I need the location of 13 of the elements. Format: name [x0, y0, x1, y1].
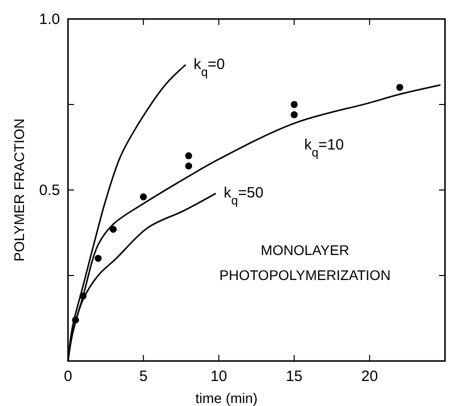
- x-tick-label: 5: [139, 368, 148, 385]
- x-tick-label: 20: [361, 368, 378, 385]
- x-tick-label: 10: [210, 368, 228, 385]
- x-tick-label: 15: [286, 368, 303, 385]
- y-tick-label: 1.0: [39, 11, 60, 28]
- x-tick-label: 0: [64, 368, 72, 385]
- y-tick-label: 0.5: [39, 182, 60, 199]
- series-label: k$_{q}$=50: [224, 184, 264, 208]
- annotation: MONOLAYER PHOTOPOLYMERIZATION: [219, 242, 391, 283]
- series-label: k$_{q}$=0: [194, 56, 225, 79]
- y-axis-title: POLYMER FRACTION: [11, 118, 27, 262]
- series-label: k$_{q}$=10: [304, 136, 344, 160]
- x-axis-title: time (min): [195, 390, 258, 406]
